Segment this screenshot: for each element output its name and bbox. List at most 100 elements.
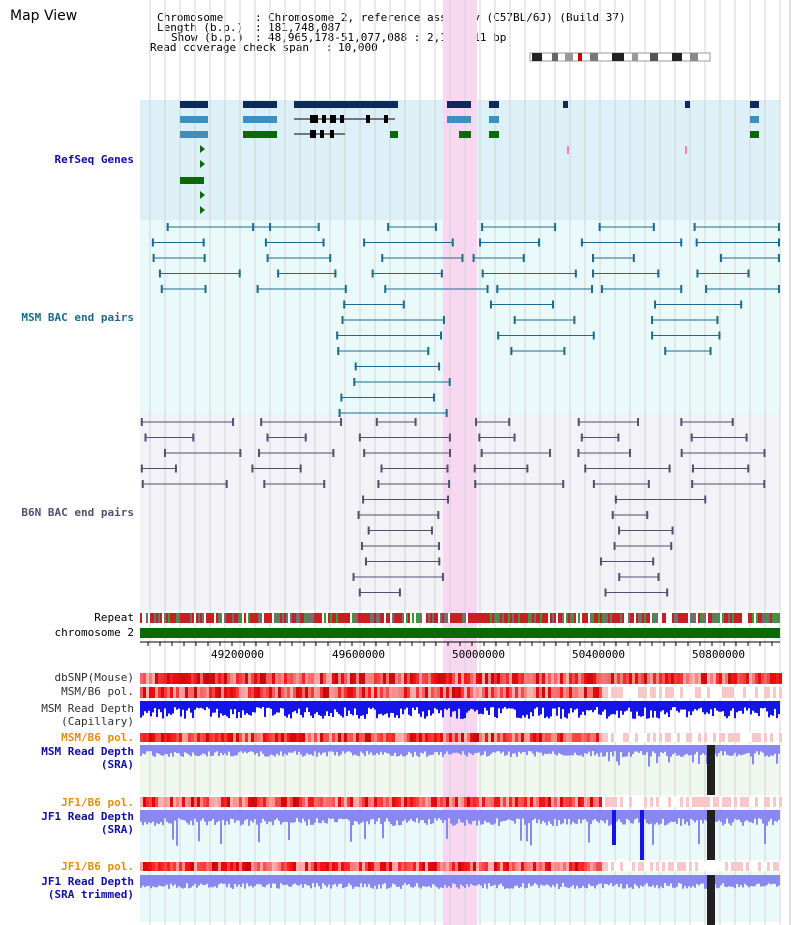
heat-cell [494, 673, 497, 684]
depth-bar [558, 701, 560, 708]
heat-cell [284, 673, 287, 684]
depth-bar [528, 701, 530, 719]
repeat-mark [588, 613, 590, 623]
repeat-mark [382, 613, 384, 623]
heat-cell [440, 733, 443, 742]
depth-bar-jf1 [568, 810, 570, 820]
heat-cell [716, 673, 719, 684]
depth-bar [188, 701, 190, 709]
heat-cell [530, 862, 533, 871]
heat-cell [356, 797, 359, 807]
heat-cell [434, 687, 437, 698]
heat-cell [200, 673, 203, 684]
heat-cell [623, 733, 626, 742]
heat-cell [299, 673, 302, 684]
depth-bar [390, 701, 392, 713]
heat-cell [650, 687, 653, 698]
depth-bar-jf1 [268, 810, 270, 822]
depth-bar-jf1 [758, 810, 760, 819]
gap-bar [707, 810, 715, 860]
heat-cell [659, 862, 662, 871]
depth-bar-sra [488, 745, 490, 756]
repeat-mark [620, 613, 622, 623]
heat-cell [296, 797, 299, 807]
depth-bar-sra [284, 745, 286, 754]
b6n-end [577, 418, 580, 426]
depth-bar-jf1 [204, 810, 206, 822]
heat-cell [734, 797, 737, 807]
depth-bar-trim [278, 875, 280, 889]
depth-bar-jf1 [468, 810, 470, 824]
depth-bar-trim [416, 875, 418, 884]
heat-cell [293, 687, 296, 698]
depth-bar-sra [172, 745, 174, 757]
heat-cell [320, 733, 323, 742]
depth-bar-trim [352, 875, 354, 889]
heat-cell [281, 733, 284, 742]
heat-cell [455, 733, 458, 742]
heat-cell [353, 687, 356, 698]
depth-bar [422, 701, 424, 712]
depth-bar-jf1 [196, 810, 198, 822]
heat-cell [554, 797, 557, 807]
depth-bar-sra [272, 745, 274, 756]
depth-bar-jf1 [726, 810, 728, 819]
heat-cell [563, 862, 566, 871]
depth-bar-jf1 [466, 810, 468, 820]
heat-cell [296, 687, 299, 698]
depth-bar-jf1 [738, 810, 740, 820]
chromosome-key: Chromosome [157, 11, 224, 24]
depth-bar-jf1 [166, 810, 168, 822]
heat-cell [368, 687, 371, 698]
repeat-mark [696, 613, 698, 623]
gene-block [180, 116, 208, 123]
heat-cell [545, 797, 548, 807]
heat-cell [410, 687, 413, 698]
depth-bar-sra [578, 745, 580, 756]
heat-cell [437, 687, 440, 698]
heat-cell [755, 733, 758, 742]
depth-bar-jf1 [262, 810, 264, 819]
heat-cell [170, 862, 173, 871]
depth-bar-jf1 [748, 810, 750, 822]
depth-bar-sra [628, 745, 630, 753]
heat-cell [560, 797, 563, 807]
heat-cell [566, 797, 569, 807]
heat-cell [332, 862, 335, 871]
heat-cell [266, 673, 269, 684]
repeat-mark [540, 613, 542, 623]
depth-bar-jf1 [606, 810, 608, 820]
heat-cell [182, 862, 185, 871]
depth-bar-trim [330, 875, 332, 889]
heat-cell [443, 733, 446, 742]
heat-cell [611, 862, 614, 871]
depth-bar-sra [618, 745, 620, 766]
depth-bar [746, 701, 748, 711]
depth-bar-sra [378, 745, 380, 755]
depth-bar-trim [606, 875, 608, 885]
repeat-mark [510, 613, 512, 623]
depth-bar [462, 701, 464, 719]
dbsnp-label: dbSNP(Mouse) [54, 671, 134, 684]
msm-b6-pol-label: MSM/B6 pol. [61, 685, 134, 698]
heat-cell [569, 687, 572, 698]
heat-cell [278, 797, 281, 807]
depth-bar-trim [586, 875, 588, 889]
heat-cell [713, 733, 716, 742]
heat-cell [650, 797, 653, 807]
repeat-mark [322, 613, 324, 623]
heat-cell [752, 862, 755, 871]
repeat-mark [550, 613, 552, 623]
depth-bar-sra [348, 745, 350, 752]
repeat-mark [436, 613, 438, 623]
heat-cell [653, 673, 656, 684]
repeat-mark [774, 613, 776, 623]
heat-cell [380, 733, 383, 742]
heat-cell [569, 797, 572, 807]
depth-bar-sra [738, 745, 740, 755]
heat-cell [155, 673, 158, 684]
bac-end [778, 223, 780, 231]
repeat-mark [224, 613, 226, 623]
depth-bar-jf1 [256, 810, 258, 825]
